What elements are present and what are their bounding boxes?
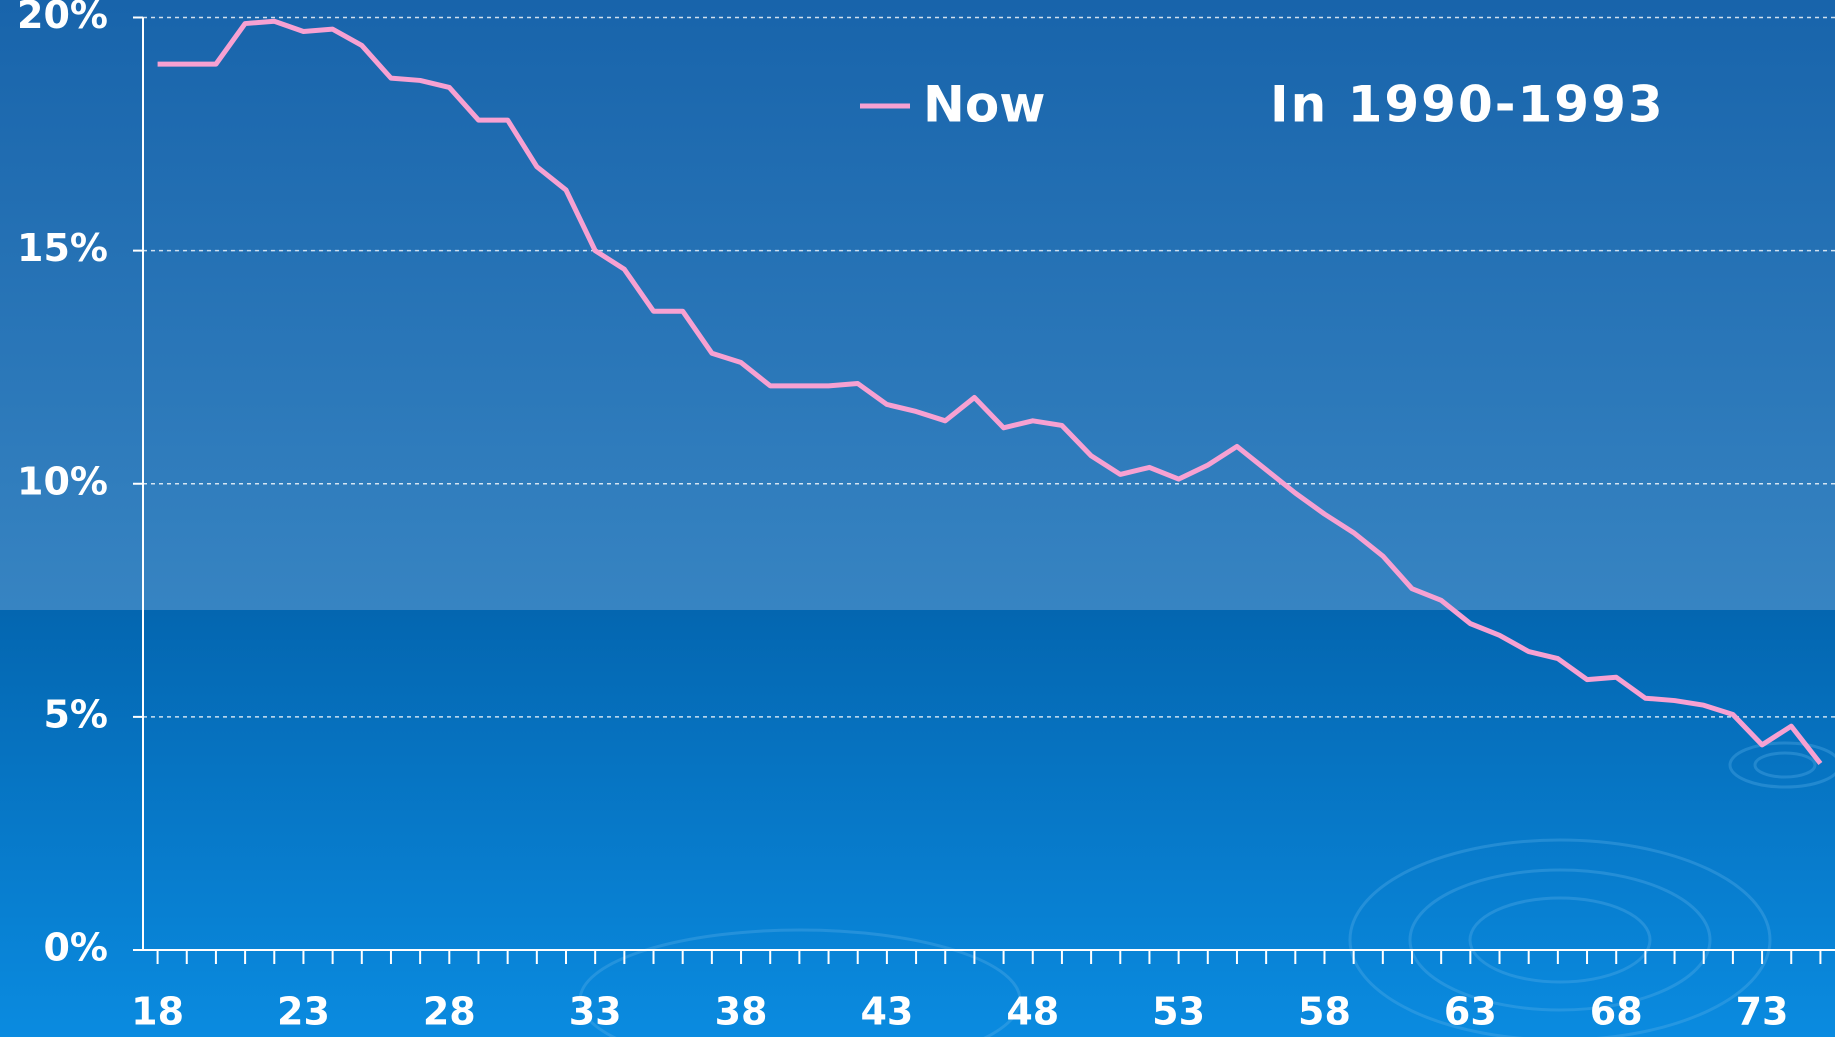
x-tick-label: 23 [277, 990, 330, 1034]
x-tick-label: 53 [1152, 990, 1205, 1034]
page: Now In 1990-1993 0% 5% 10% 15% 20% 18 23 28 33 38… [0, 0, 1835, 1037]
y-tick-label: 5% [43, 692, 108, 736]
legend-entry: Now [923, 76, 1045, 134]
x-tick-label: 38 [715, 990, 768, 1034]
x-tick-label: 68 [1590, 990, 1643, 1034]
x-tick-label: 48 [1006, 990, 1059, 1034]
legend-note: In 1990-1993 [1270, 76, 1665, 134]
x-tick-label: 18 [131, 990, 184, 1034]
chart: Now In 1990-1993 0% 5% 10% 15% 20% 18 23 28 33 38… [0, 0, 1835, 1037]
y-tick-label: 15% [17, 226, 108, 270]
y-tick-label: 10% [17, 459, 108, 503]
y-tick-label: 20% [17, 0, 108, 37]
x-tick-label: 28 [423, 990, 476, 1034]
x-tick-label: 58 [1298, 990, 1351, 1034]
x-tick-label: 73 [1736, 990, 1789, 1034]
background-bottom [0, 610, 1835, 1037]
x-tick-label: 43 [860, 990, 913, 1034]
x-tick-label: 33 [569, 990, 622, 1034]
x-tick-label: 63 [1444, 990, 1497, 1034]
y-tick-label: 0% [43, 926, 108, 970]
